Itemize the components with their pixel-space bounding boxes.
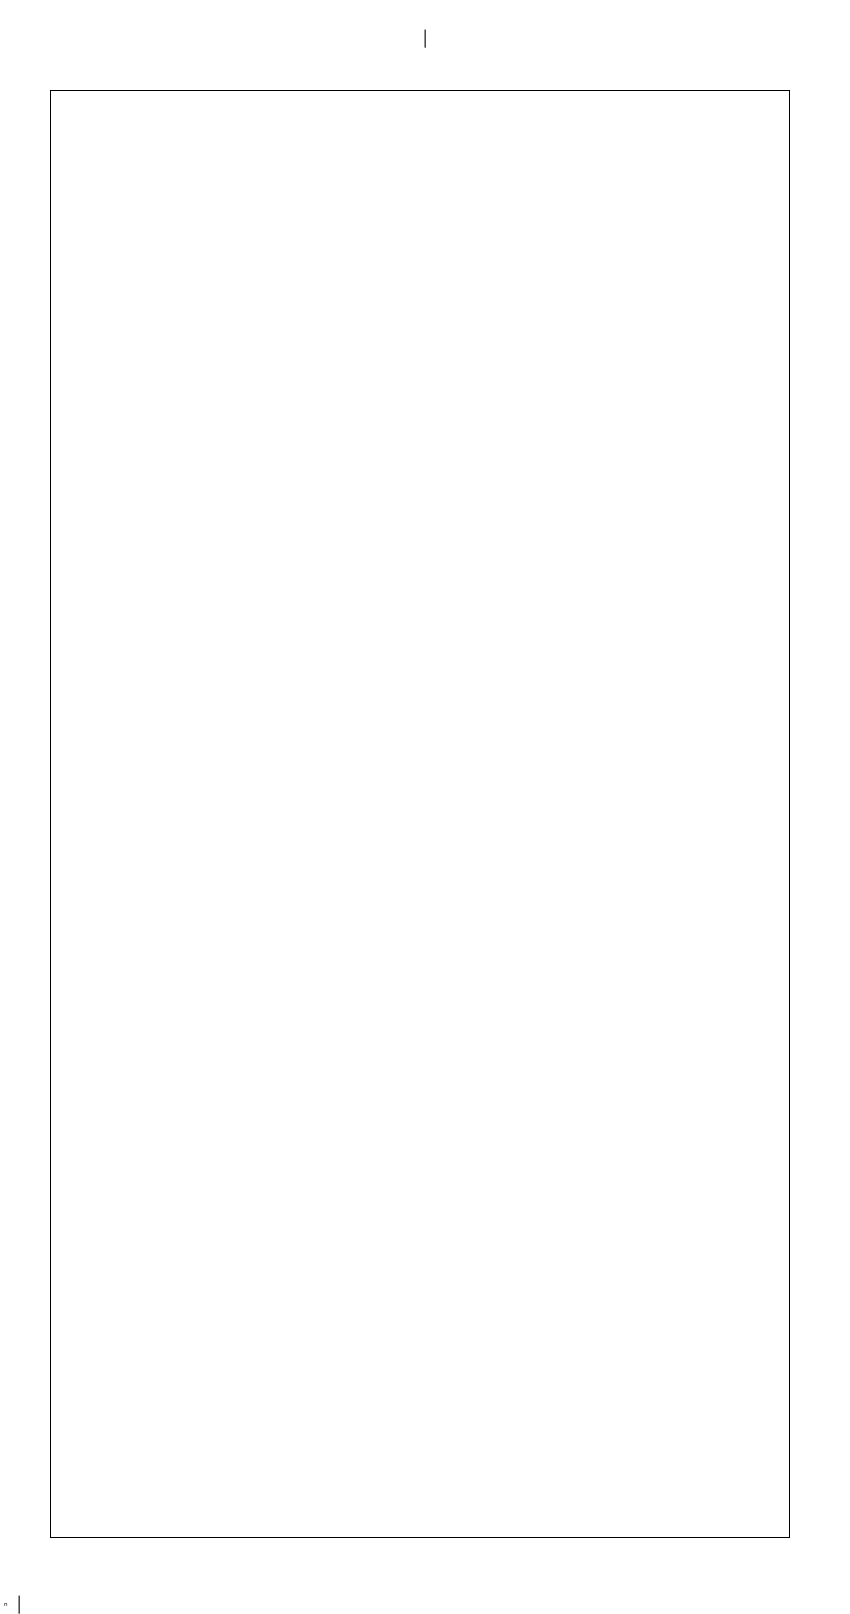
seismogram-plot — [50, 90, 790, 1538]
scale-note: │ — [0, 30, 850, 48]
seismogram-wrapper: │ ₙ │ — [0, 0, 850, 1613]
header — [0, 0, 850, 28]
footer-scale: ₙ │ — [4, 1596, 24, 1614]
